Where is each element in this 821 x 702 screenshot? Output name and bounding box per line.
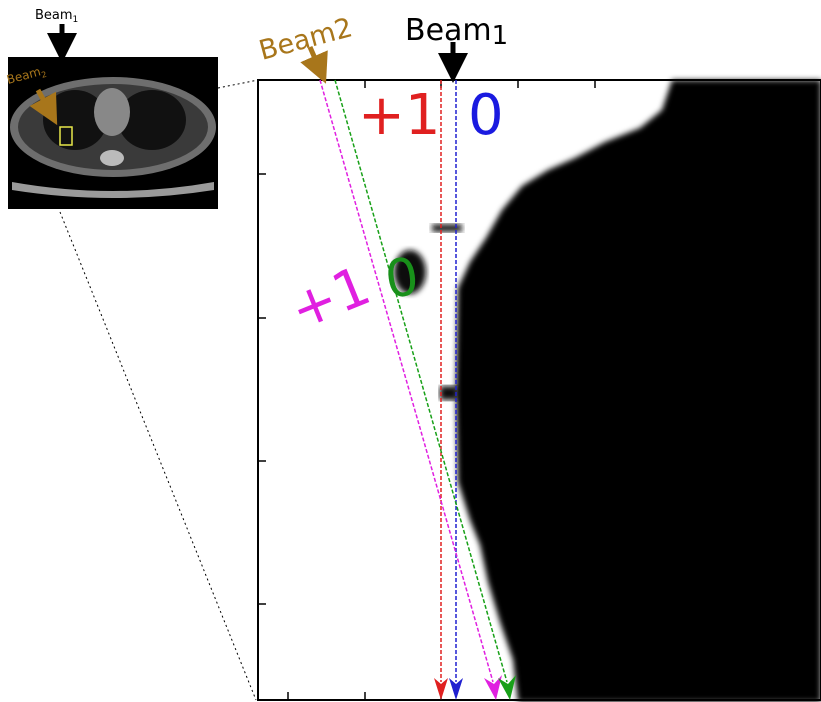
dark-spot — [432, 224, 462, 232]
label-red: +1 — [358, 83, 441, 148]
zoom-line — [60, 212, 256, 700]
beam2-label: Beam2 — [256, 12, 356, 67]
inset: Beam1 Beam2 — [5, 8, 218, 209]
figure: Beam1 Beam2 — [0, 0, 821, 702]
zoom-line — [218, 80, 258, 88]
beam1-label: Beam1 — [405, 13, 508, 51]
label-blue: 0 — [468, 83, 504, 148]
inset-beam1-label: Beam1 — [35, 8, 78, 25]
zoom-panel: +1 0 +1 0 — [258, 80, 821, 702]
spine — [100, 150, 124, 166]
mediastinum — [94, 88, 130, 136]
